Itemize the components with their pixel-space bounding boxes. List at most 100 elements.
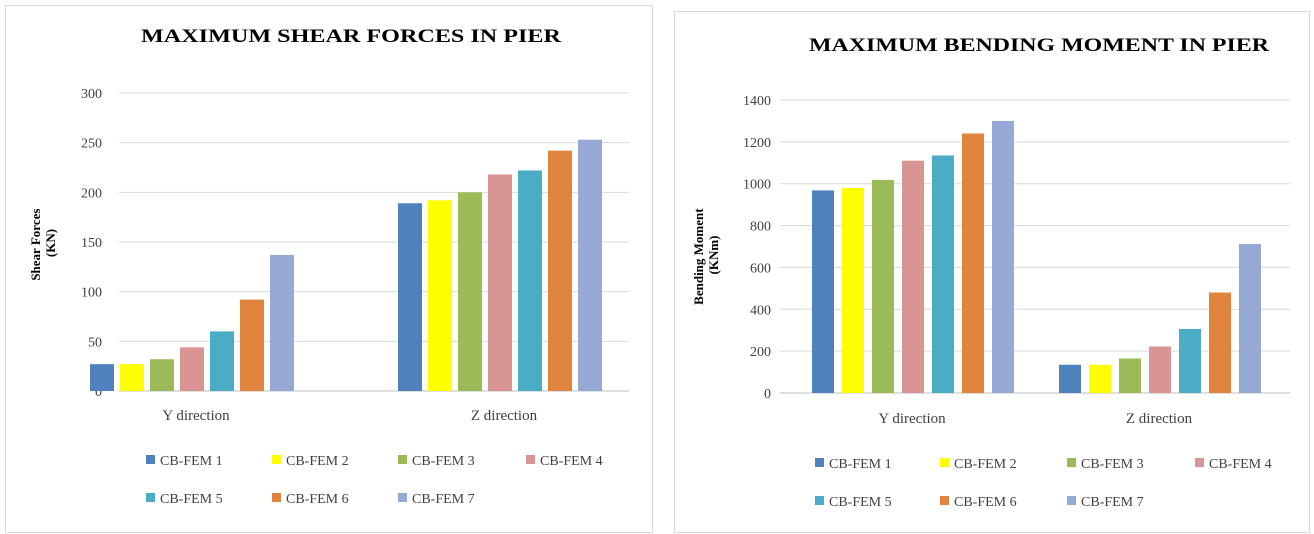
y-tick-label: 1200 xyxy=(743,136,771,151)
bar-cb-fem-3-0 xyxy=(872,179,894,393)
bar-cb-fem-7-0 xyxy=(992,120,1014,393)
legend-item: CB-FEM 7 xyxy=(398,492,475,507)
legend-item: CB-FEM 6 xyxy=(940,495,1017,510)
legend: CB-FEM 1 CB-FEM 2 CB-FEM 3 CB-FEM 4 CB-FEM 5… xyxy=(146,454,603,507)
bars xyxy=(812,120,1261,393)
bar-cb-fem-4-0 xyxy=(902,160,924,393)
y-ticks: 0 50 100 150 200 250 300 xyxy=(81,87,102,400)
bar-cb-fem-1-1 xyxy=(398,203,422,391)
legend-label: CB-FEM 6 xyxy=(954,495,1017,510)
bar-cb-fem-3-0 xyxy=(150,359,174,391)
gridlines xyxy=(119,92,629,392)
bar-cb-fem-4-0 xyxy=(180,347,204,391)
y-axis-label-line-2: (KN) xyxy=(43,229,58,257)
category-label-z-direction: Z direction xyxy=(471,408,538,424)
legend-item: CB-FEM 5 xyxy=(815,495,892,510)
y-axis-label: Shear Forces (KN) xyxy=(28,205,58,280)
bar-cb-fem-5-0 xyxy=(932,155,954,393)
legend-swatch xyxy=(1067,496,1076,505)
gridlines xyxy=(780,99,1290,394)
chart-title: MAXIMUM SHEAR FORCES IN PIER xyxy=(141,26,561,47)
legend-label: CB-FEM 5 xyxy=(160,492,223,507)
category-label-y-direction: Y direction xyxy=(162,408,230,424)
y-ticks: 0 200 400 600 800 1000 1200 1400 xyxy=(743,94,771,402)
legend-item: CB-FEM 3 xyxy=(398,454,475,469)
bar-cb-fem-3-1 xyxy=(458,192,482,391)
legend-swatch xyxy=(146,455,155,464)
legend-swatch xyxy=(526,455,535,464)
y-tick-label: 0 xyxy=(95,385,102,400)
bar-cb-fem-1-1 xyxy=(1059,364,1081,393)
bar-cb-fem-5-0 xyxy=(210,331,234,391)
legend-item: CB-FEM 1 xyxy=(146,454,223,469)
legend-swatch xyxy=(398,493,407,502)
y-tick-label: 200 xyxy=(81,186,102,201)
legend-label: CB-FEM 7 xyxy=(1081,495,1144,510)
legend-label: CB-FEM 2 xyxy=(954,457,1017,472)
y-tick-label: 600 xyxy=(750,261,771,276)
legend-item: CB-FEM 1 xyxy=(815,457,892,472)
y-axis-label-line-1: Bending Moment xyxy=(691,208,706,305)
legend-swatch xyxy=(272,455,281,464)
bar-cb-fem-1-0 xyxy=(812,190,834,393)
legend-item: CB-FEM 2 xyxy=(272,454,349,469)
legend-item: CB-FEM 7 xyxy=(1067,495,1144,510)
legend-swatch xyxy=(1195,458,1204,467)
bar-cb-fem-6-0 xyxy=(240,299,264,391)
chart-title: MAXIMUM BENDING MOMENT IN PIER xyxy=(809,35,1269,56)
shear-force-chart-panel: MAXIMUM SHEAR FORCES IN PIER Shear Force… xyxy=(5,5,653,533)
legend-label: CB-FEM 1 xyxy=(160,454,223,469)
legend-label: CB-FEM 4 xyxy=(540,454,603,469)
bar-cb-fem-6-1 xyxy=(1209,292,1231,393)
bar-cb-fem-4-1 xyxy=(488,174,512,391)
legend-item: CB-FEM 5 xyxy=(146,492,223,507)
bar-cb-fem-5-1 xyxy=(1179,328,1201,393)
y-tick-label: 800 xyxy=(750,220,771,235)
legend-swatch xyxy=(940,496,949,505)
legend-swatch xyxy=(815,458,824,467)
legend-swatch xyxy=(146,493,155,502)
bar-cb-fem-3-1 xyxy=(1119,358,1141,393)
bar-cb-fem-7-0 xyxy=(270,254,294,391)
y-tick-label: 150 xyxy=(81,236,102,251)
bar-cb-fem-5-1 xyxy=(518,170,542,391)
category-label-y-direction: Y direction xyxy=(878,411,946,427)
y-axis-label-line-2: (KNm) xyxy=(706,236,721,275)
legend-item: CB-FEM 6 xyxy=(272,492,349,507)
legend-item: CB-FEM 2 xyxy=(940,457,1017,472)
bending-moment-chart-panel: MAXIMUM BENDING MOMENT IN PIER Bending M… xyxy=(674,11,1310,533)
legend-swatch xyxy=(398,455,407,464)
shear-force-chart: MAXIMUM SHEAR FORCES IN PIER Shear Force… xyxy=(28,26,629,507)
legend-item: CB-FEM 4 xyxy=(526,454,603,469)
bar-cb-fem-7-1 xyxy=(1239,243,1261,393)
legend: CB-FEM 1 CB-FEM 2 CB-FEM 3 CB-FEM 4 CB-FEM 5… xyxy=(815,457,1272,510)
y-tick-label: 50 xyxy=(88,335,102,350)
bending-moment-chart: MAXIMUM BENDING MOMENT IN PIER Bending M… xyxy=(691,35,1290,510)
legend-swatch xyxy=(1067,458,1076,467)
y-axis-label: Bending Moment (KNm) xyxy=(691,205,721,305)
bar-cb-fem-4-1 xyxy=(1149,346,1171,393)
y-tick-label: 0 xyxy=(764,387,771,402)
legend-label: CB-FEM 4 xyxy=(1209,457,1272,472)
y-tick-label: 200 xyxy=(750,345,771,360)
bar-cb-fem-2-1 xyxy=(1089,364,1111,393)
legend-label: CB-FEM 1 xyxy=(829,457,892,472)
legend-swatch xyxy=(940,458,949,467)
y-tick-label: 1000 xyxy=(743,178,771,193)
y-tick-label: 1400 xyxy=(743,94,771,109)
legend-swatch xyxy=(272,493,281,502)
category-label-z-direction: Z direction xyxy=(1126,411,1193,427)
legend-item: CB-FEM 4 xyxy=(1195,457,1272,472)
y-tick-label: 300 xyxy=(81,87,102,102)
bar-cb-fem-6-1 xyxy=(548,150,572,391)
bar-cb-fem-1-0 xyxy=(90,364,114,391)
y-tick-label: 400 xyxy=(750,303,771,318)
legend-label: CB-FEM 5 xyxy=(829,495,892,510)
bars xyxy=(90,139,602,391)
legend-label: CB-FEM 3 xyxy=(412,454,475,469)
legend-swatch xyxy=(815,496,824,505)
bar-cb-fem-2-0 xyxy=(842,187,864,393)
legend-item: CB-FEM 3 xyxy=(1067,457,1144,472)
legend-label: CB-FEM 7 xyxy=(412,492,475,507)
bar-cb-fem-6-0 xyxy=(962,133,984,393)
